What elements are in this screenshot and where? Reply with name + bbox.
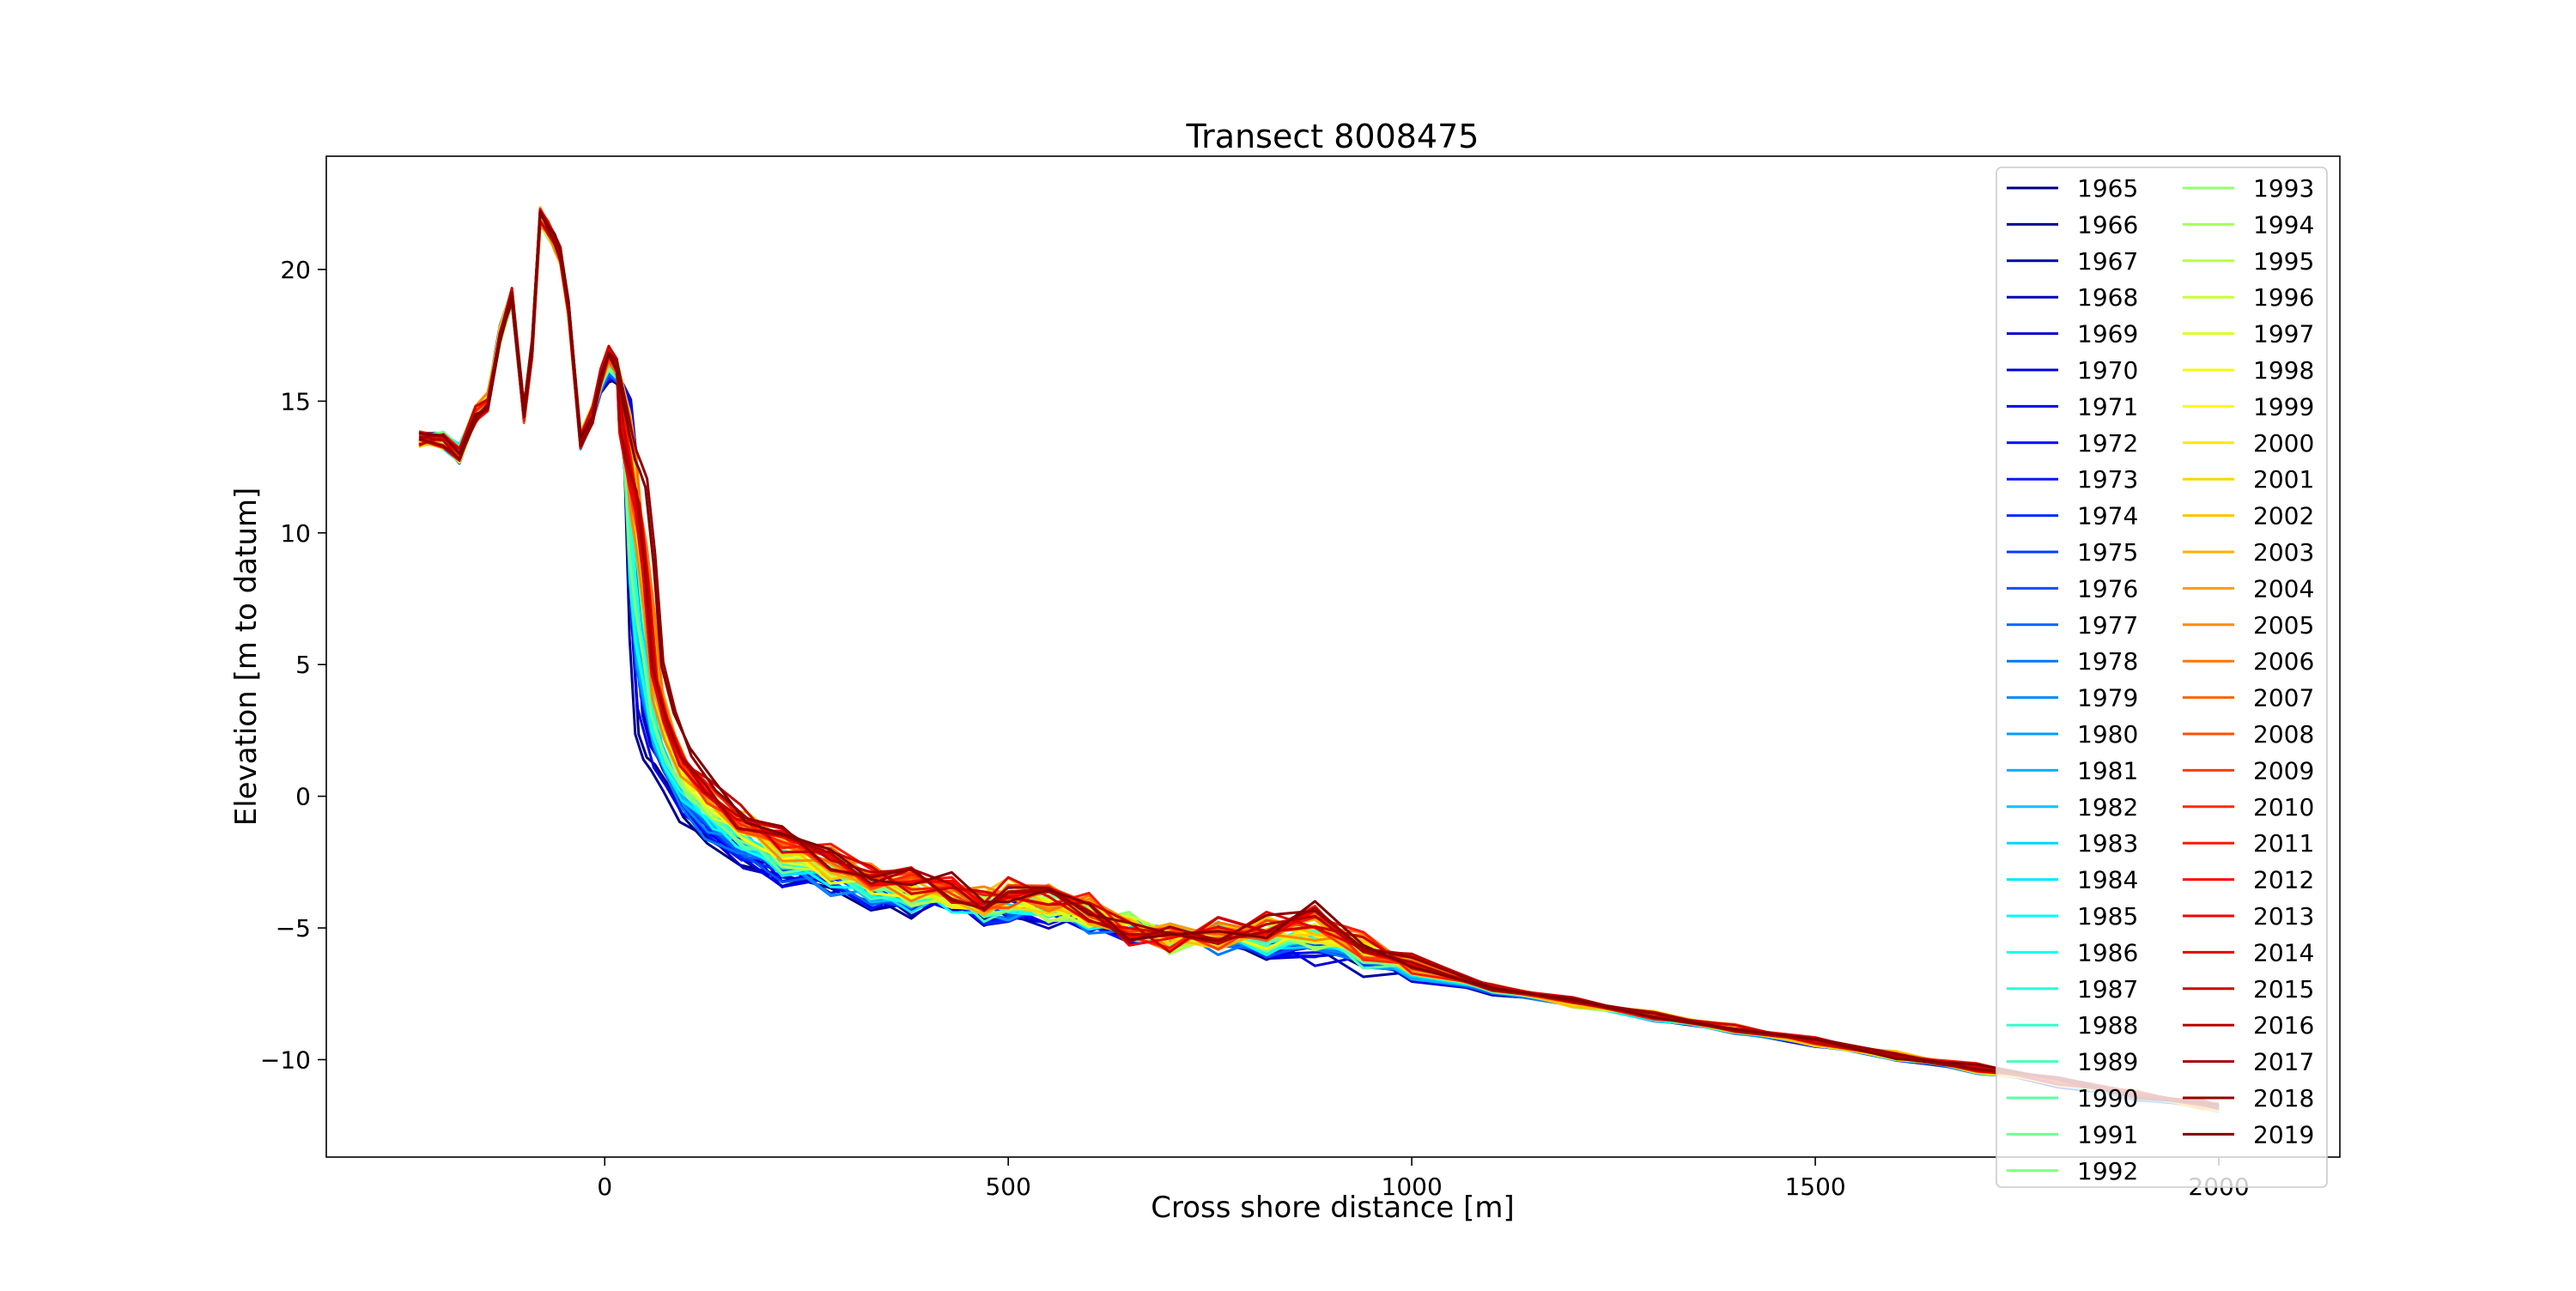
legend-label: 1998 (2253, 356, 2314, 385)
legend-label: 1987 (2077, 975, 2138, 1003)
legend-label: 2001 (2253, 465, 2314, 494)
legend-label: 1972 (2077, 429, 2138, 458)
legend-label: 1967 (2077, 247, 2138, 276)
legend-label: 1984 (2077, 866, 2138, 894)
legend-label: 1973 (2077, 465, 2138, 494)
legend-label: 2011 (2253, 829, 2314, 858)
legend-label: 1980 (2077, 720, 2138, 749)
legend-label: 2006 (2253, 647, 2314, 676)
legend-label: 1990 (2077, 1084, 2138, 1112)
legend-label: 1982 (2077, 793, 2138, 821)
legend-label: 1979 (2077, 684, 2138, 712)
legend-label: 1994 (2253, 210, 2314, 239)
legend-label: 2003 (2253, 538, 2314, 567)
legend-label: 2008 (2253, 720, 2314, 749)
y-tick-label: 20 (280, 256, 311, 284)
legend-label: 1992 (2077, 1157, 2138, 1185)
legend-label: 2004 (2253, 574, 2314, 603)
legend-label: 2002 (2253, 502, 2314, 530)
legend-label: 1974 (2077, 502, 2138, 530)
y-tick-label: 5 (295, 651, 311, 679)
legend-label: 1993 (2253, 174, 2314, 203)
legend-label: 2016 (2253, 1011, 2314, 1039)
legend-label: 1977 (2077, 611, 2138, 639)
legend-label: 2009 (2253, 756, 2314, 785)
legend-label: 2019 (2253, 1120, 2314, 1149)
legend-label: 1995 (2253, 247, 2314, 276)
legend-label: 1969 (2077, 320, 2138, 349)
x-tick-label: 0 (597, 1173, 612, 1201)
y-tick-label: −5 (276, 914, 311, 942)
legend: 1965 1966 1967 1968 1969 1970 1971 1972 1973 1974… (1996, 167, 2328, 1188)
legend-label: 2014 (2253, 938, 2314, 967)
legend-label: 2000 (2253, 429, 2314, 458)
y-tick-label: 15 (280, 387, 311, 415)
legend-label: 1999 (2253, 392, 2314, 421)
legend-label: 1966 (2077, 210, 2138, 239)
legend-label: 1986 (2077, 938, 2138, 967)
y-tick-label: 0 (295, 783, 311, 811)
series-layer (418, 206, 2220, 1114)
y-axis: −10 −5 0 5 10 15 20 (260, 256, 326, 1074)
legend-label: 1970 (2077, 356, 2138, 385)
x-tick-label: 500 (985, 1173, 1030, 1201)
legend-label: 2015 (2253, 975, 2314, 1003)
y-axis-label: Elevation [m to datum] (229, 488, 264, 827)
legend-label: 2010 (2253, 793, 2314, 821)
series-line-2019 (418, 210, 2220, 1106)
legend-label: 1989 (2077, 1048, 2138, 1076)
x-axis-label: Cross shore distance [m] (1151, 1191, 1515, 1225)
legend-label: 2017 (2253, 1048, 2314, 1076)
legend-label: 1981 (2077, 756, 2138, 785)
legend-label: 1997 (2253, 320, 2314, 349)
legend-label: 2013 (2253, 902, 2314, 930)
y-tick-label: −10 (260, 1046, 311, 1074)
legend-label: 1985 (2077, 902, 2138, 930)
legend-label: 2012 (2253, 866, 2314, 894)
legend-label: 2018 (2253, 1084, 2314, 1112)
legend-label: 1978 (2077, 647, 2138, 676)
y-tick-label: 10 (280, 519, 311, 548)
legend-label: 2005 (2253, 611, 2314, 639)
legend-label: 1975 (2077, 538, 2138, 567)
x-tick-label: 1000 (1382, 1173, 1443, 1201)
legend-label: 1983 (2077, 829, 2138, 858)
legend-label: 1991 (2077, 1120, 2138, 1149)
legend-label: 1971 (2077, 392, 2138, 421)
legend-label: 1968 (2077, 283, 2138, 312)
legend-label: 1988 (2077, 1011, 2138, 1039)
chart-title: Transect 8008475 (1186, 118, 1479, 155)
plot-frame (325, 155, 2341, 1158)
legend-label: 1976 (2077, 574, 2138, 603)
legend-box (1996, 167, 2328, 1188)
legend-label: 2007 (2253, 684, 2314, 712)
legend-label: 1965 (2077, 174, 2138, 203)
x-tick-label: 1500 (1784, 1173, 1845, 1201)
legend-label: 1996 (2253, 283, 2314, 312)
